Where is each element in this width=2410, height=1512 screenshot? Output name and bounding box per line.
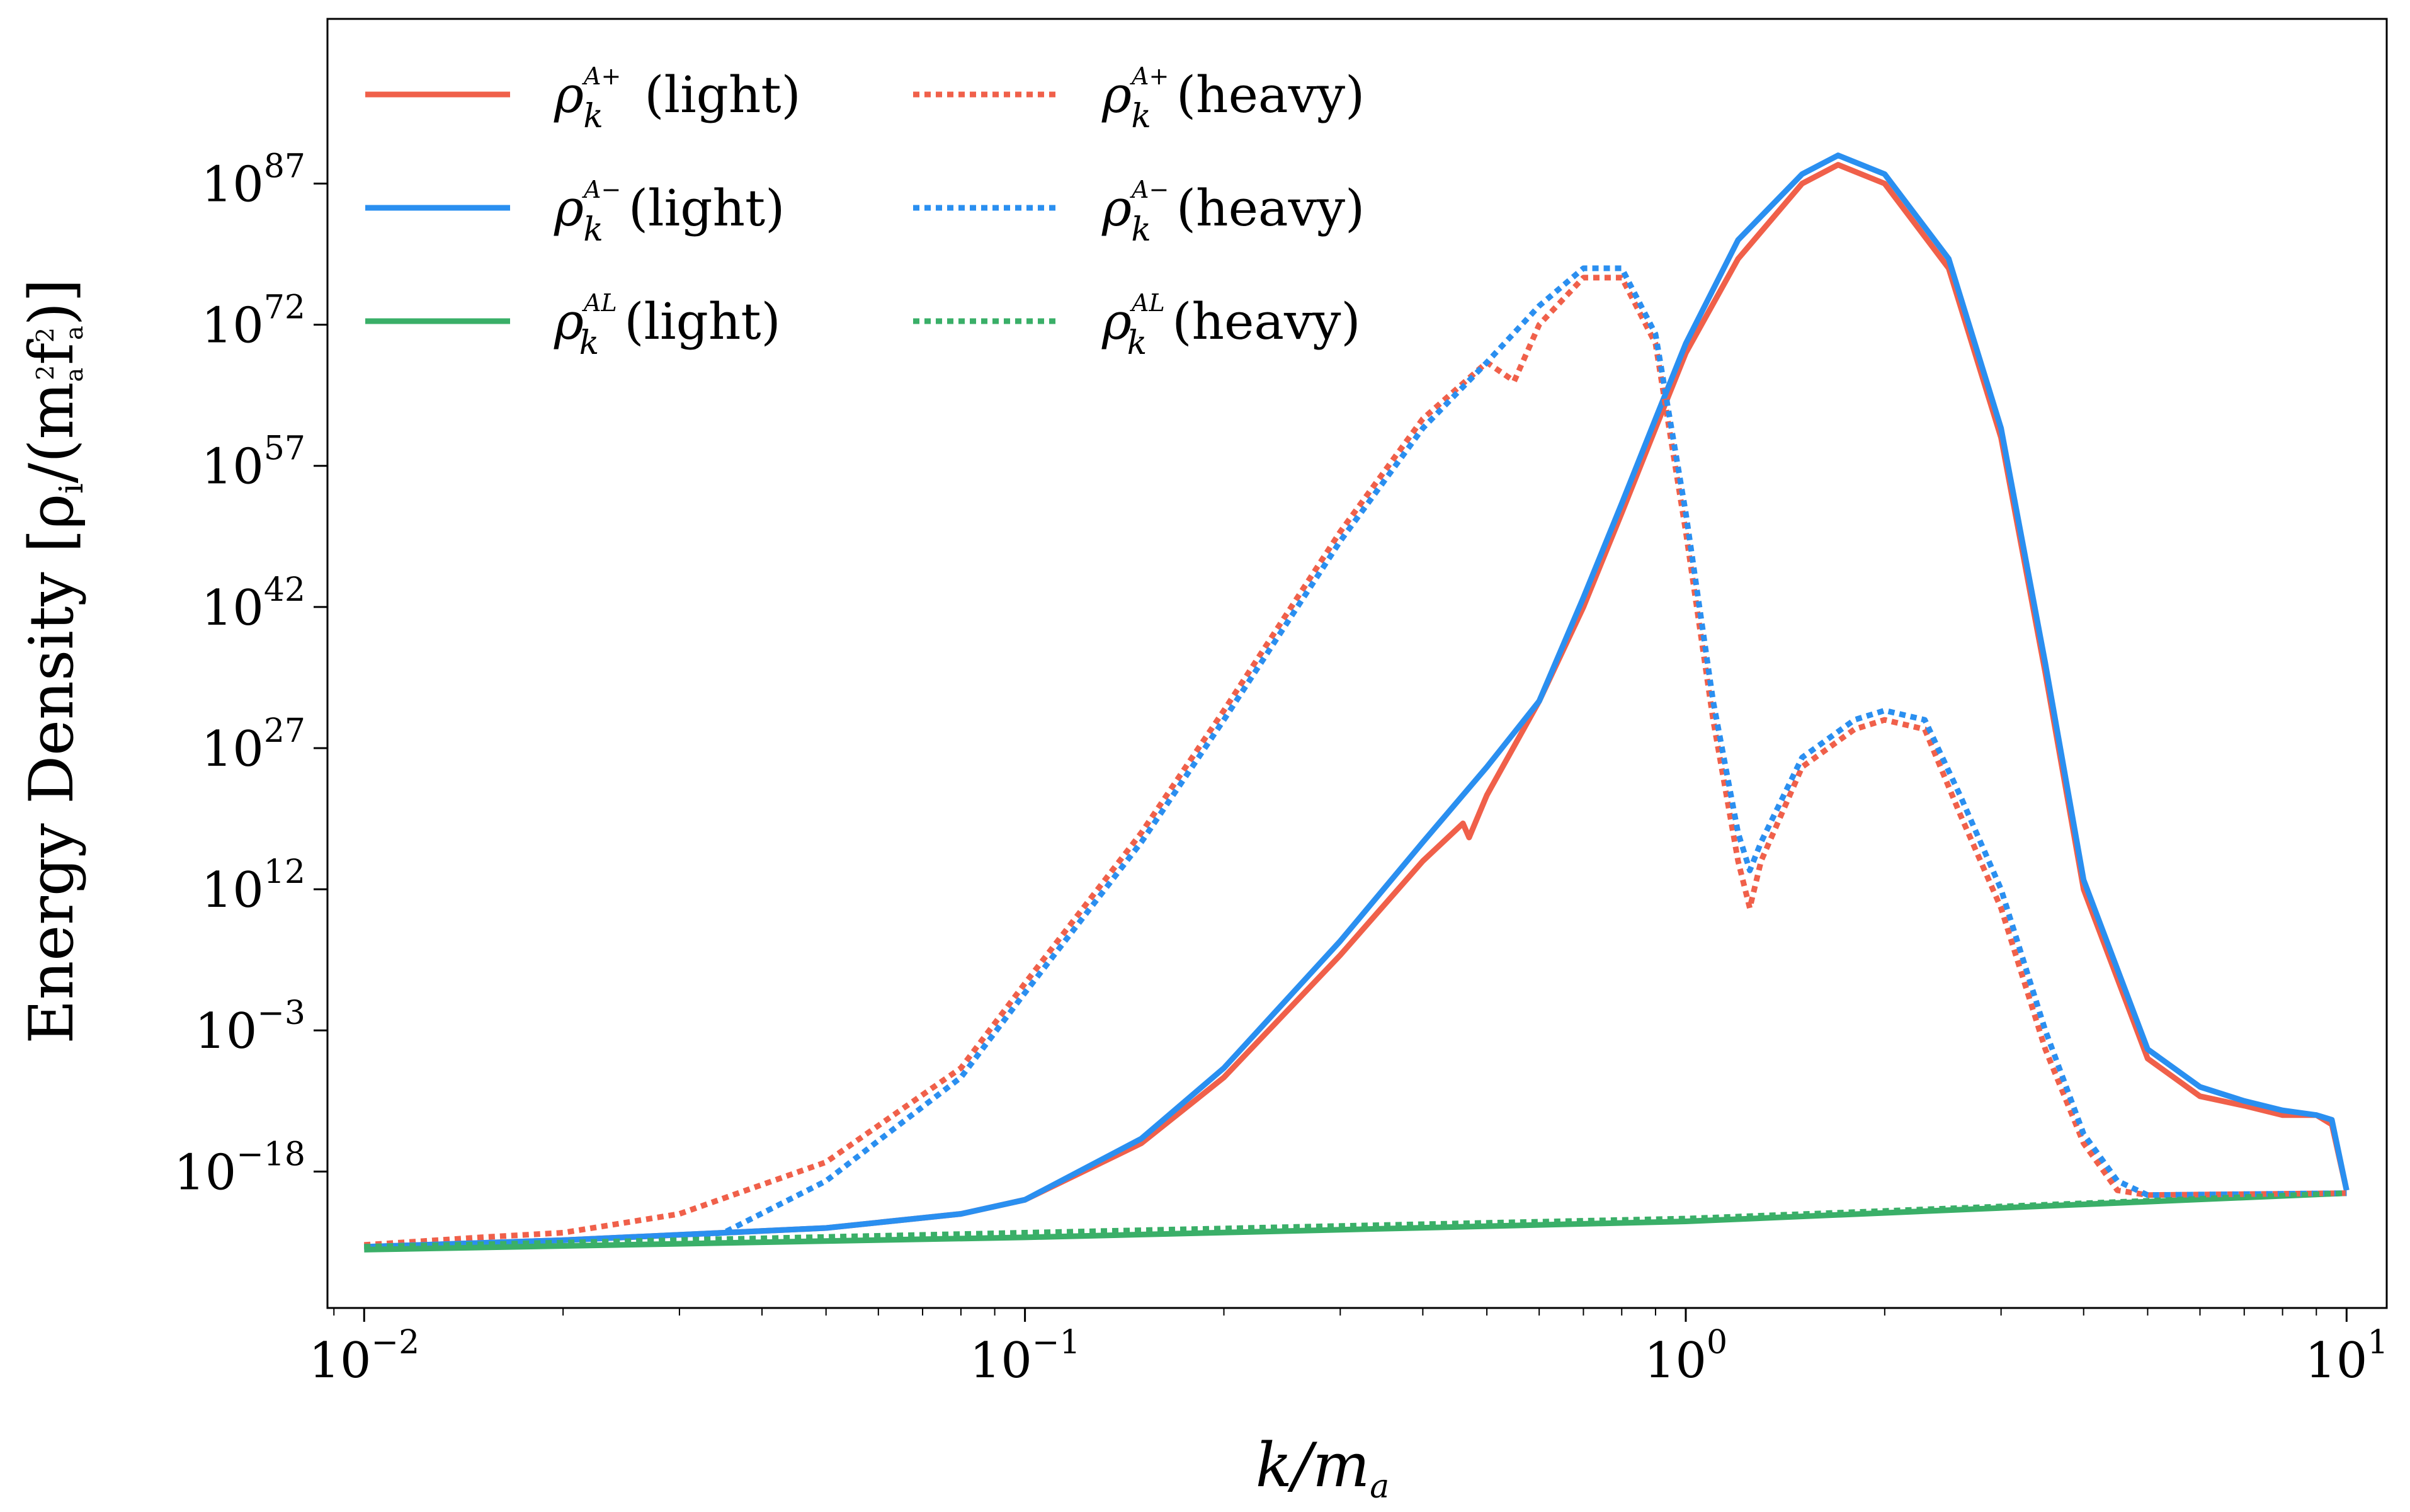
- series-line-6: [364, 1190, 2347, 1250]
- y-tick-label: 1057: [202, 430, 305, 496]
- y-tick-label: 10−18: [174, 1135, 305, 1201]
- legend-label-4: ρA+ k (heavy): [1101, 62, 1365, 135]
- x-tick-label: 10−2: [309, 1324, 419, 1389]
- legend-label-1: ρA+ k (light): [554, 62, 801, 135]
- y-axis-label: Energy Density [ρi/(ma2f2a)]: [16, 278, 91, 1043]
- ticks-layer: 10−2 10−1 100 101 10−18 10−3 1012 1027 1042 1057 1…: [174, 147, 2389, 1389]
- series-line-2: [364, 152, 2350, 1250]
- plot-frame: [326, 18, 2388, 1309]
- series-line-3: [364, 1190, 2347, 1253]
- y-tick-label: 10−3: [195, 994, 305, 1060]
- x-tick-label: 101: [2305, 1324, 2388, 1389]
- y-tick-label: 1027: [202, 712, 305, 778]
- series-line-4: [364, 275, 2347, 1248]
- legend-label-2: ρA− k (light): [554, 176, 785, 249]
- legend-label-3: ρAL k (light): [554, 289, 781, 362]
- y-tick-label: 1042: [202, 571, 305, 637]
- y-tick-label: 1087: [202, 147, 305, 213]
- x-axis-label: k/ma: [1256, 1430, 1390, 1506]
- legend-label-6: ρAL k (heavy): [1101, 289, 1361, 362]
- series-layer: [364, 152, 2350, 1253]
- series-line-5: [364, 265, 2347, 1250]
- legend: ρA+ k (light) ρA− k (light) ρAL k (light) ρA+ k (h…: [365, 62, 1365, 362]
- legend-label-5: ρA− k (heavy): [1101, 176, 1365, 249]
- y-tick-label: 1012: [202, 853, 305, 919]
- series-line-1: [364, 162, 2350, 1250]
- x-tick-label: 10−1: [970, 1324, 1081, 1389]
- y-tick-label: 1072: [202, 289, 305, 355]
- x-tick-label: 100: [1644, 1324, 1727, 1389]
